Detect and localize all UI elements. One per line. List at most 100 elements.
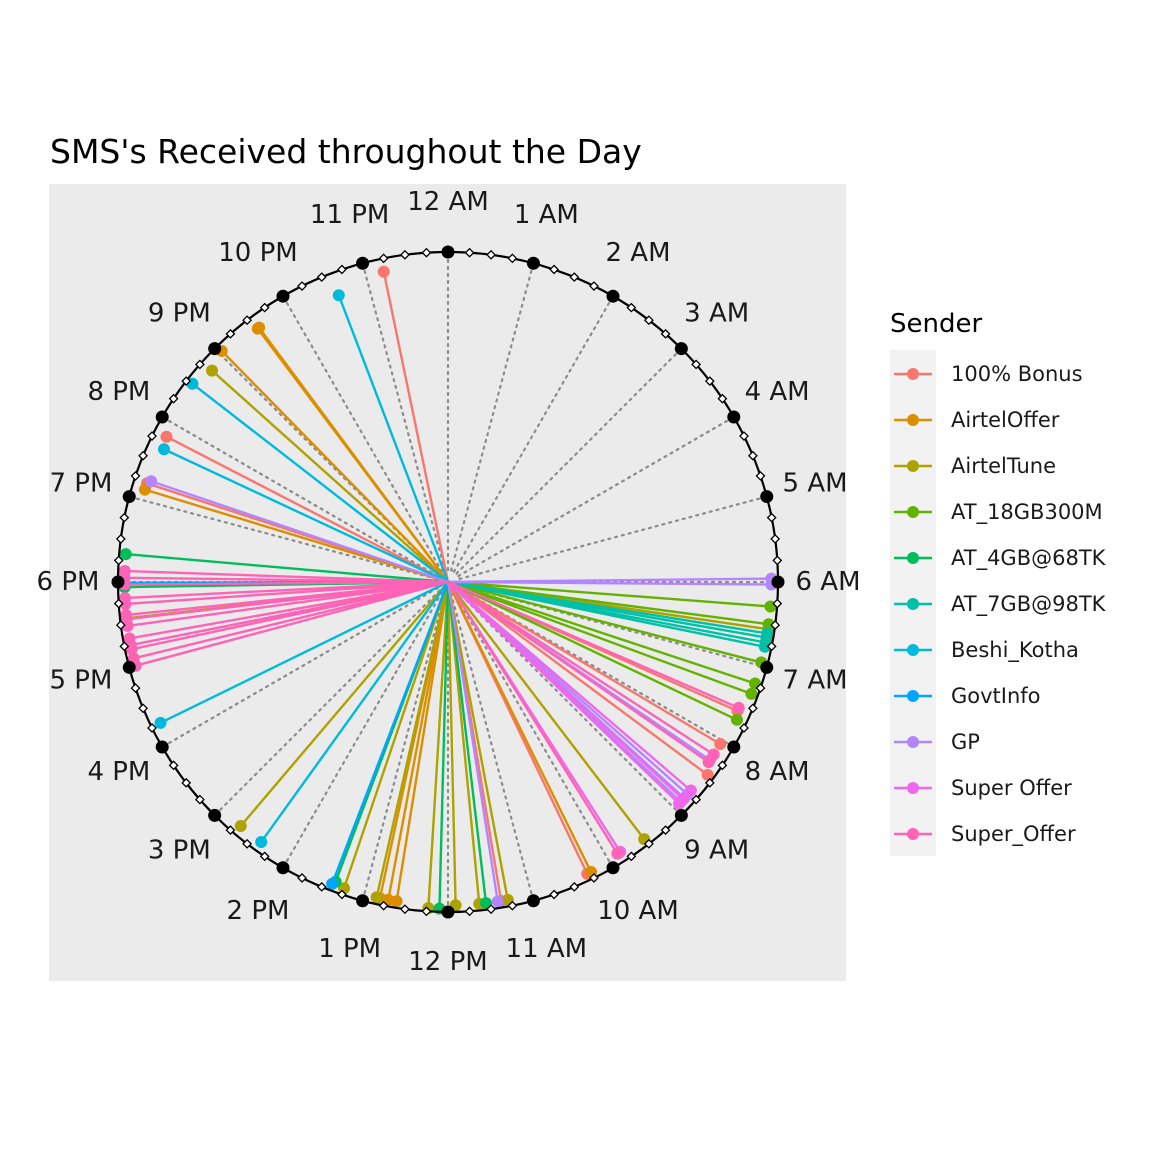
hour-label-10: 10 AM xyxy=(597,896,679,926)
quarter-hour-marker-54 xyxy=(316,881,327,892)
legend-item-govtinfo: GovtInfo xyxy=(894,684,1041,708)
data-point-gp-6 xyxy=(491,895,504,908)
series-line-super-offer-2 xyxy=(447,581,710,764)
hour-label-11: 11 AM xyxy=(506,934,588,964)
hour-label-3: 3 AM xyxy=(684,298,749,328)
quarter-hour-marker-66 xyxy=(138,703,149,714)
data-point-super-offer-0 xyxy=(732,701,745,714)
quarter-hour-marker-37 xyxy=(660,825,671,836)
hour-label-21: 9 PM xyxy=(148,298,211,328)
series-super-offer xyxy=(446,581,697,858)
data-point-beshi-kotha-0 xyxy=(332,289,345,302)
quarter-hour-marker-61 xyxy=(194,794,205,805)
data-point-super-offer-2 xyxy=(684,784,697,797)
data-point-airteloffer-1 xyxy=(251,322,264,335)
hour-label-4: 4 AM xyxy=(745,377,810,407)
hour-spoke-19 xyxy=(128,495,438,580)
series-line-100pct-bonus-2 xyxy=(447,580,721,746)
data-point-super-offer-11 xyxy=(120,608,133,621)
quarter-hour-marker-94 xyxy=(400,249,410,260)
quarter-hour-marker-5 xyxy=(549,264,559,275)
quarter-hour-marker-43 xyxy=(549,889,559,900)
series-line-super-offer-8 xyxy=(129,580,449,640)
legend-label: GovtInfo xyxy=(951,684,1041,708)
series-line-beshi-kotha-4 xyxy=(260,581,449,843)
quarter-hour-marker-83 xyxy=(194,359,205,370)
hour-marker-13 xyxy=(356,894,370,908)
quarter-hour-marker-87 xyxy=(259,302,270,313)
legend-item-beshi-kotha: Beshi_Kotha xyxy=(894,638,1079,663)
hour-spoke-13 xyxy=(361,592,446,902)
series-line-super-offer-13 xyxy=(124,580,449,600)
legend-item-airteltune: AirtelTune xyxy=(894,454,1056,478)
hour-spoke-16 xyxy=(161,586,439,749)
data-point-at-7gb-98tk-3 xyxy=(758,640,771,653)
series-line-airteloffer-2 xyxy=(220,350,449,583)
quarter-hour-marker-11 xyxy=(660,328,671,339)
series-line-at-18gb300m-0 xyxy=(447,580,771,608)
quarter-hour-marker-79 xyxy=(147,431,157,441)
series-line-at-4gb-68tk-1 xyxy=(125,552,449,584)
quarter-hour-marker-78 xyxy=(138,450,149,461)
clock-ring xyxy=(111,245,785,919)
quarter-hour-marker-45 xyxy=(507,900,518,911)
hour-label-1: 1 AM xyxy=(514,200,579,230)
hour-spoke-14 xyxy=(281,591,444,869)
series-line-at-18gb300m-4 xyxy=(447,580,752,696)
data-point-super-offer-16 xyxy=(118,564,131,577)
data-point-at-18gb300m-1 xyxy=(762,618,775,631)
hour-label-19: 7 PM xyxy=(49,469,112,499)
hour-marker-18 xyxy=(111,575,125,589)
quarter-hour-marker-75 xyxy=(119,512,130,523)
hour-spoke-23 xyxy=(361,262,446,572)
quarter-hour-marker-1 xyxy=(464,247,475,258)
quarter-hour-marker-3 xyxy=(507,253,518,264)
quarter-hour-marker-58 xyxy=(242,838,253,849)
hour-label-6: 6 AM xyxy=(795,567,860,597)
legend-title: Sender xyxy=(890,309,982,339)
quarter-hour-marker-22 xyxy=(770,534,781,544)
series-line-super-offer-1 xyxy=(447,581,684,801)
quarter-hour-marker-33 xyxy=(717,760,728,771)
quarter-hour-marker-91 xyxy=(337,264,347,275)
series-line-super-offer-0 xyxy=(447,580,740,709)
quarter-hour-marker-93 xyxy=(378,253,389,264)
hour-spoke-4 xyxy=(457,415,735,578)
hour-marker-0 xyxy=(441,245,455,259)
series-line-airteltune-10 xyxy=(211,369,449,583)
legend: Sender 100% Bonus AirtelOffer AirtelTune AT… xyxy=(890,309,1107,856)
hour-marker-5 xyxy=(760,490,774,504)
quarter-hour-marker-23 xyxy=(772,555,783,566)
hour-spoke-21 xyxy=(213,347,441,575)
series-line-airteltune-2 xyxy=(446,581,509,901)
hour-label-16: 4 PM xyxy=(87,757,150,787)
hour-marker-3 xyxy=(674,342,688,356)
series-line-airteltune-1 xyxy=(447,581,646,840)
hour-label-22: 10 PM xyxy=(218,238,297,268)
hour-spoke-22 xyxy=(281,295,444,573)
hour-spoke-1 xyxy=(450,262,535,572)
quarter-hour-marker-59 xyxy=(225,825,236,836)
series-line-super-offer-2 xyxy=(447,581,692,792)
quarter-hour-marker-30 xyxy=(747,703,758,714)
data-point-100pct-bonus-7 xyxy=(160,430,173,443)
hour-marker-21 xyxy=(208,342,222,356)
series-line-100pct-bonus-3 xyxy=(447,581,709,776)
hour-label-5: 5 AM xyxy=(783,469,848,499)
quarter-hour-marker-17 xyxy=(739,431,749,441)
data-point-beshi-kotha-4 xyxy=(255,835,268,848)
series-line-beshi-kotha-0 xyxy=(337,294,450,583)
quarter-hour-marker-70 xyxy=(115,620,126,630)
data-point-at-4gb-68tk-1 xyxy=(119,548,132,561)
hour-marker-10 xyxy=(606,861,620,875)
hour-spoke-5 xyxy=(458,495,768,580)
hour-marker-20 xyxy=(155,410,169,424)
hour-spoke-11 xyxy=(450,592,535,902)
quarter-hour-marker-95 xyxy=(421,247,432,258)
hour-spoke-9 xyxy=(455,589,683,817)
quarter-hour-marker-14 xyxy=(704,376,715,387)
data-point-super-offer-13 xyxy=(119,592,131,605)
quarter-hour-marker-34 xyxy=(704,777,715,788)
hour-label-8: 8 AM xyxy=(745,757,810,787)
hour-label-14: 2 PM xyxy=(227,896,290,926)
